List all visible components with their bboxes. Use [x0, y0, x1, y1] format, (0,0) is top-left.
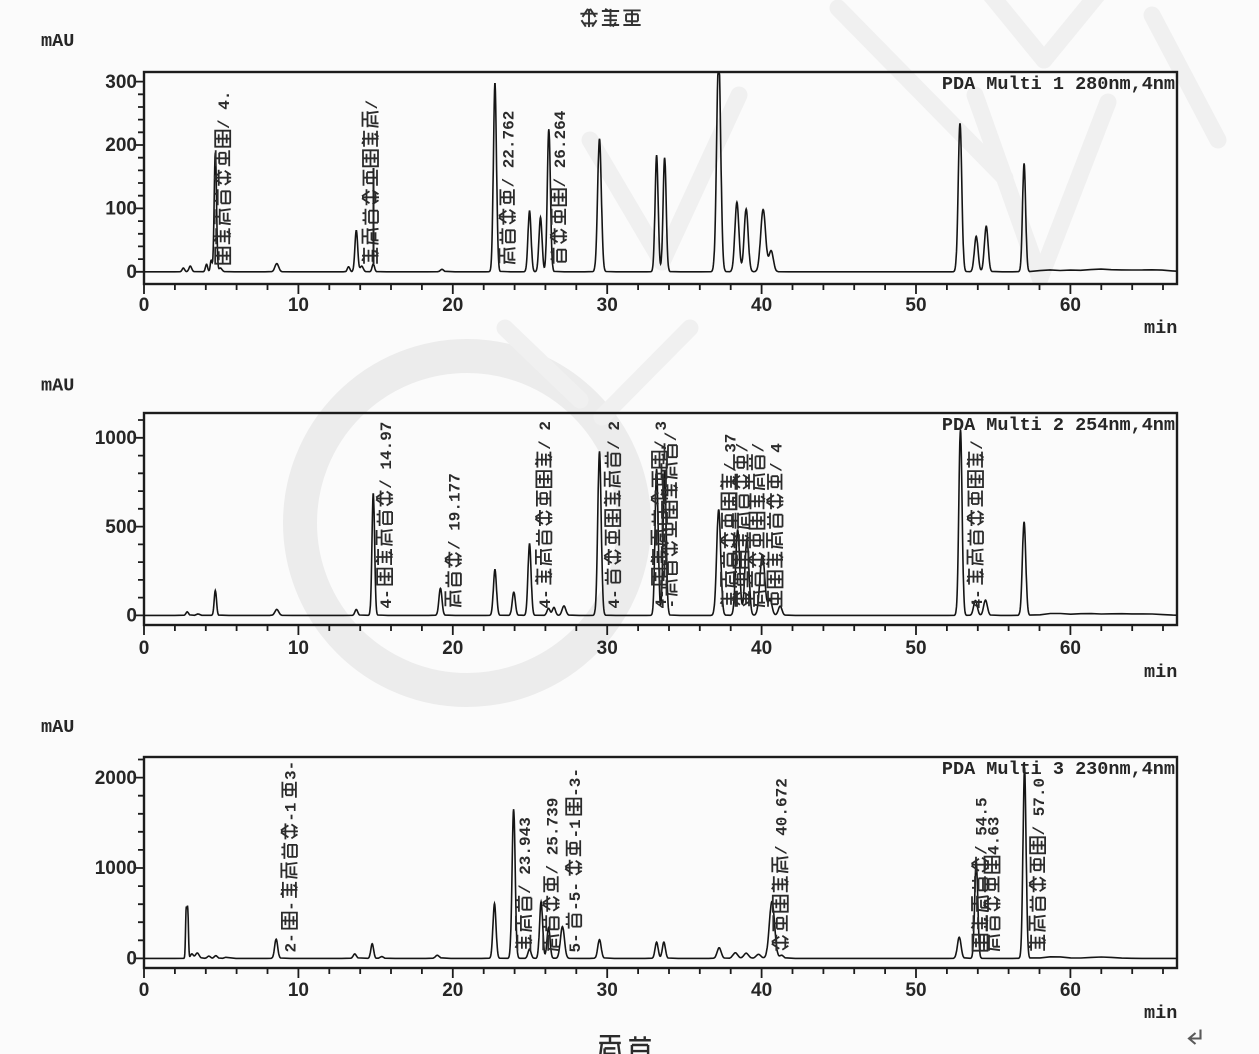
svg-text:/ 4: / 4	[768, 443, 786, 472]
svg-text:10: 10	[288, 980, 309, 1001]
svg-text:4-: 4-	[969, 589, 987, 608]
svg-text:20: 20	[442, 638, 463, 659]
svg-text:1000: 1000	[95, 428, 137, 449]
svg-text:2-: 2-	[283, 933, 301, 952]
svg-text:/ 3: / 3	[653, 421, 671, 450]
svg-text:/ 22.762: / 22.762	[501, 111, 519, 188]
svg-text:/ 25.739: / 25.739	[545, 798, 563, 875]
svg-text:min: min	[1144, 662, 1177, 683]
svg-text:/ 2: / 2	[606, 421, 624, 450]
svg-text:/: /	[750, 443, 768, 453]
svg-text:PDA Multi 1 280nm,4nm: PDA Multi 1 280nm,4nm	[942, 74, 1175, 95]
svg-text:/: /	[969, 440, 987, 450]
svg-text:10: 10	[288, 638, 309, 659]
svg-text:30: 30	[597, 295, 618, 316]
svg-text:/ 40.672: / 40.672	[774, 778, 792, 855]
svg-text:20: 20	[442, 295, 463, 316]
svg-text:mAU: mAU	[41, 376, 74, 397]
svg-text:0: 0	[126, 949, 137, 970]
svg-text:0: 0	[126, 262, 137, 283]
svg-text:4.63: 4.63	[985, 817, 1003, 855]
svg-text:2000: 2000	[95, 768, 137, 789]
svg-text:min: min	[1144, 318, 1177, 339]
svg-text:3-: 3-	[283, 761, 301, 780]
svg-text:-3-: -3-	[567, 768, 585, 797]
svg-text:/: /	[364, 100, 382, 110]
svg-text:/ 26.264: / 26.264	[552, 110, 570, 187]
svg-text:/ 14.97: / 14.97	[378, 422, 396, 489]
svg-text:20: 20	[442, 980, 463, 1001]
svg-text:0: 0	[139, 980, 150, 1001]
svg-text:PDA Multi 3 230nm,4nm: PDA Multi 3 230nm,4nm	[942, 759, 1175, 780]
svg-text:0: 0	[139, 638, 150, 659]
svg-text:40: 40	[751, 295, 772, 316]
svg-text:60: 60	[1060, 638, 1081, 659]
svg-text:30: 30	[597, 980, 618, 1001]
svg-text:-5-: -5-	[567, 882, 585, 911]
svg-text:/: /	[663, 432, 681, 442]
svg-text:0: 0	[139, 295, 150, 316]
svg-text:-: -	[663, 599, 681, 609]
svg-text:30: 30	[597, 638, 618, 659]
svg-text:100: 100	[105, 199, 137, 220]
svg-text:-: -	[283, 901, 301, 911]
svg-text:mAU: mAU	[41, 31, 74, 52]
svg-text:/ 4.: / 4.	[216, 91, 234, 129]
svg-text:300: 300	[105, 72, 137, 93]
svg-text:200: 200	[105, 135, 137, 156]
svg-text:mAU: mAU	[41, 717, 74, 738]
svg-text:/: /	[734, 443, 752, 453]
svg-text:0: 0	[126, 606, 137, 627]
svg-text:/ 54.5: / 54.5	[973, 797, 991, 855]
svg-text:60: 60	[1060, 295, 1081, 316]
svg-text:10: 10	[288, 295, 309, 316]
svg-text:1000: 1000	[95, 858, 137, 879]
svg-text:-1: -1	[283, 802, 301, 821]
svg-text:500: 500	[105, 517, 137, 538]
svg-text:50: 50	[905, 980, 926, 1001]
svg-text:40: 40	[751, 980, 772, 1001]
svg-text:4-: 4-	[537, 589, 555, 608]
svg-text:40: 40	[751, 638, 772, 659]
svg-text:min: min	[1144, 1003, 1177, 1024]
svg-text:50: 50	[905, 295, 926, 316]
svg-text:4-: 4-	[606, 589, 624, 608]
svg-text:/ 57.0: / 57.0	[1031, 778, 1049, 836]
svg-text:50: 50	[905, 638, 926, 659]
svg-text:/ 19.177: / 19.177	[447, 473, 465, 550]
svg-text:/ 23.943: / 23.943	[517, 817, 535, 894]
svg-text:4-: 4-	[378, 589, 396, 608]
svg-text:5-: 5-	[567, 933, 585, 952]
svg-text:60: 60	[1060, 980, 1081, 1001]
svg-text:/ 2: / 2	[537, 421, 555, 450]
svg-text:PDA Multi 2 254nm,4nm: PDA Multi 2 254nm,4nm	[942, 415, 1175, 436]
svg-text:-1: -1	[567, 819, 585, 838]
